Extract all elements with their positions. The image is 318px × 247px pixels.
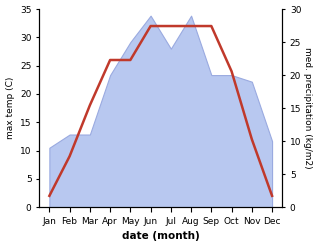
X-axis label: date (month): date (month) [122,231,200,242]
Y-axis label: med. precipitation (kg/m2): med. precipitation (kg/m2) [303,47,313,169]
Y-axis label: max temp (C): max temp (C) [5,77,15,139]
